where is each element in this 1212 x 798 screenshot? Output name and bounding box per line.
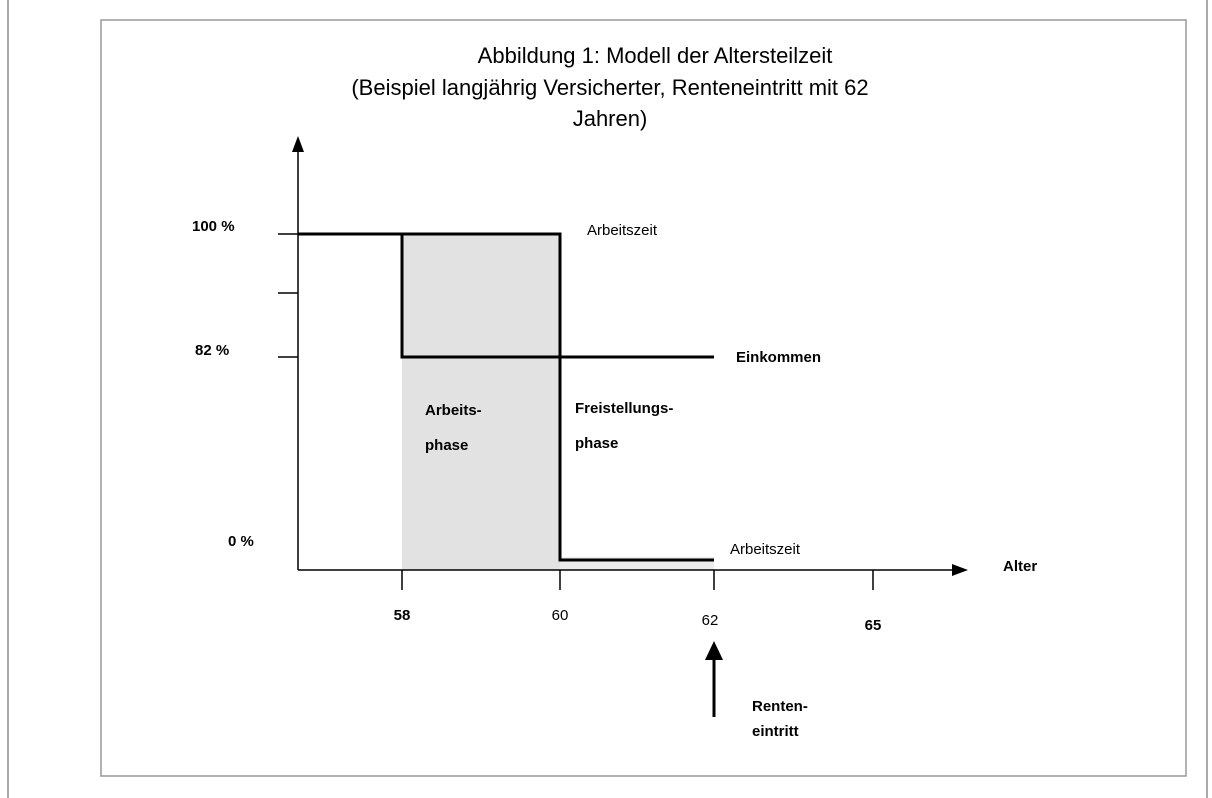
annotation: phase <box>575 435 618 452</box>
x-label: 60 <box>552 607 569 624</box>
annotation: Renten- <box>752 698 808 715</box>
title-line: (Beispiel langjährig Versicherter, Rente… <box>351 75 868 100</box>
annotation: Freistellungs- <box>575 400 673 417</box>
annotation: Einkommen <box>736 349 821 366</box>
frame <box>100 19 1187 777</box>
y-label: 0 % <box>228 533 254 550</box>
x-arrow <box>952 564 968 576</box>
title-line: Abbildung 1: Modell der Altersteilzeit <box>478 43 833 68</box>
x-label: 58 <box>394 607 411 624</box>
y-label: 82 % <box>195 342 229 359</box>
annotation: eintritt <box>752 723 799 740</box>
x-label: 65 <box>865 617 882 634</box>
arbeitsphase-area <box>402 234 560 570</box>
pension-arrow-head <box>705 641 723 660</box>
arbeitszeit-line <box>298 232 714 562</box>
annotation: Arbeits- <box>425 402 482 419</box>
annotation: phase <box>425 437 468 454</box>
title-line: Jahren) <box>573 106 648 131</box>
x-label: 62 <box>702 612 719 629</box>
x-axis-label: Alter <box>1003 558 1037 575</box>
annotation: Arbeitszeit <box>730 541 801 558</box>
y-label: 100 % <box>192 218 235 235</box>
einkommen-line <box>400 234 714 359</box>
axes <box>278 145 958 590</box>
y-arrow <box>292 136 304 152</box>
annotation: Arbeitszeit <box>587 222 658 239</box>
